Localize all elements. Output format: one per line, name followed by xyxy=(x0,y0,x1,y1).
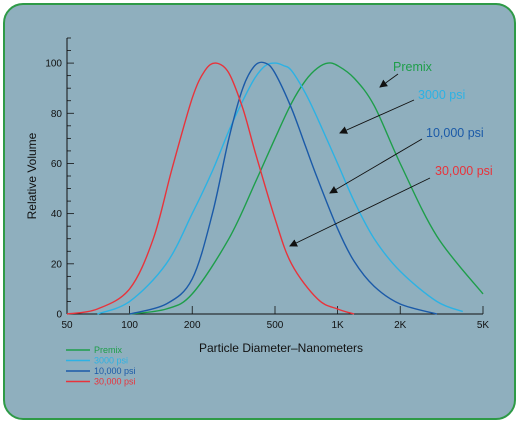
series-line-3000-psi xyxy=(97,62,464,315)
x-tick-label: 50 xyxy=(61,320,73,331)
y-tick-label: 60 xyxy=(51,159,63,170)
callout-arrow-10-000-psi xyxy=(329,138,423,194)
series-line-30-000-psi xyxy=(66,62,355,315)
x-tick-label: 1K xyxy=(331,320,344,331)
callout-label-3000-psi: 3000 psi xyxy=(418,88,465,102)
callout-arrow-3000-psi xyxy=(339,99,415,134)
legend-label-premix: Premix xyxy=(94,345,123,355)
y-axis-title: Relative Volume xyxy=(25,132,39,219)
x-axis-title: Particle Diameter–Nanometers xyxy=(199,341,363,355)
callout-arrow-30-000-psi xyxy=(289,177,431,247)
x-tick-label: 2K xyxy=(394,320,407,331)
callout-label-10-000-psi: 10,000 psi xyxy=(426,126,484,140)
callouts: Premix 3000 psi 10,000 psi 30,000 psi xyxy=(289,60,493,247)
y-tick-label: 80 xyxy=(51,109,63,120)
x-tick-label: 100 xyxy=(121,320,138,331)
series-lines xyxy=(66,61,484,315)
callout-label-premix: Premix xyxy=(393,60,433,74)
y-tick-label: 20 xyxy=(51,259,63,270)
y-tick-label: 100 xyxy=(45,59,62,70)
legend-label-10-000-psi: 10,000 psi xyxy=(94,366,136,376)
x-tick-label: 500 xyxy=(267,320,284,331)
series-line-10-000-psi xyxy=(129,61,438,315)
y-tick-label: 0 xyxy=(56,310,62,321)
x-tick-label: 200 xyxy=(184,320,201,331)
series-line-premix xyxy=(129,62,484,315)
x-tick-label: 5K xyxy=(477,320,490,331)
callout-arrow-premix xyxy=(379,73,399,88)
legend-label-3000-psi: 3000 psi xyxy=(94,356,128,366)
y-tick-label: 40 xyxy=(51,209,63,220)
axes: 0 20 40 60 80 100 50 100 200 500 1K 2K 5K xyxy=(45,37,490,331)
callout-label-30-000-psi: 30,000 psi xyxy=(435,164,493,178)
legend-label-30-000-psi: 30,000 psi xyxy=(94,377,136,387)
